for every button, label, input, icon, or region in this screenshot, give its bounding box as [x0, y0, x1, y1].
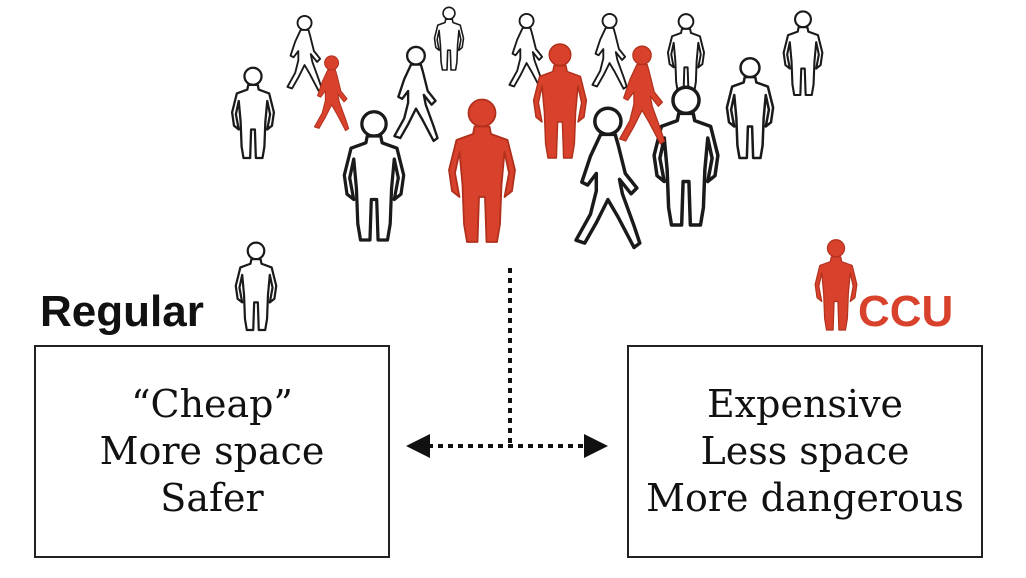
person-figure-icon	[393, 45, 439, 143]
crowd-people	[230, 6, 824, 332]
regular-title: Regular	[40, 287, 204, 336]
ccu-line-cost: Expensive	[706, 382, 904, 426]
regular-line-safety: Safer	[160, 476, 264, 520]
ccu-line-danger: More dangerous	[646, 476, 964, 520]
person-red-icon	[814, 239, 858, 331]
person-figure-icon	[230, 66, 276, 160]
ccu-title: CCU	[858, 287, 954, 336]
person-figure-icon	[532, 43, 588, 159]
regular-line-cheap: “Cheap”	[131, 382, 293, 426]
regular-line-space: More space	[99, 429, 325, 473]
ccu-line-space: Less space	[700, 429, 910, 473]
ccu-box: Expensive Less space More dangerous	[627, 345, 983, 558]
person-figure-icon	[618, 45, 666, 145]
regular-box: “Cheap” More space Safer	[34, 345, 390, 558]
person-figure-icon	[652, 85, 720, 227]
person-figure-icon	[725, 56, 775, 160]
person-figure-icon	[666, 13, 706, 93]
person-figure-icon	[448, 98, 516, 243]
person-figure-icon	[313, 55, 350, 132]
person-outline-icon	[234, 241, 278, 332]
person-figure-icon	[433, 6, 465, 71]
person-figure-icon	[286, 14, 323, 92]
person-figure-icon	[591, 12, 628, 90]
person-figure-icon	[782, 10, 824, 97]
person-figure-icon	[342, 110, 406, 242]
